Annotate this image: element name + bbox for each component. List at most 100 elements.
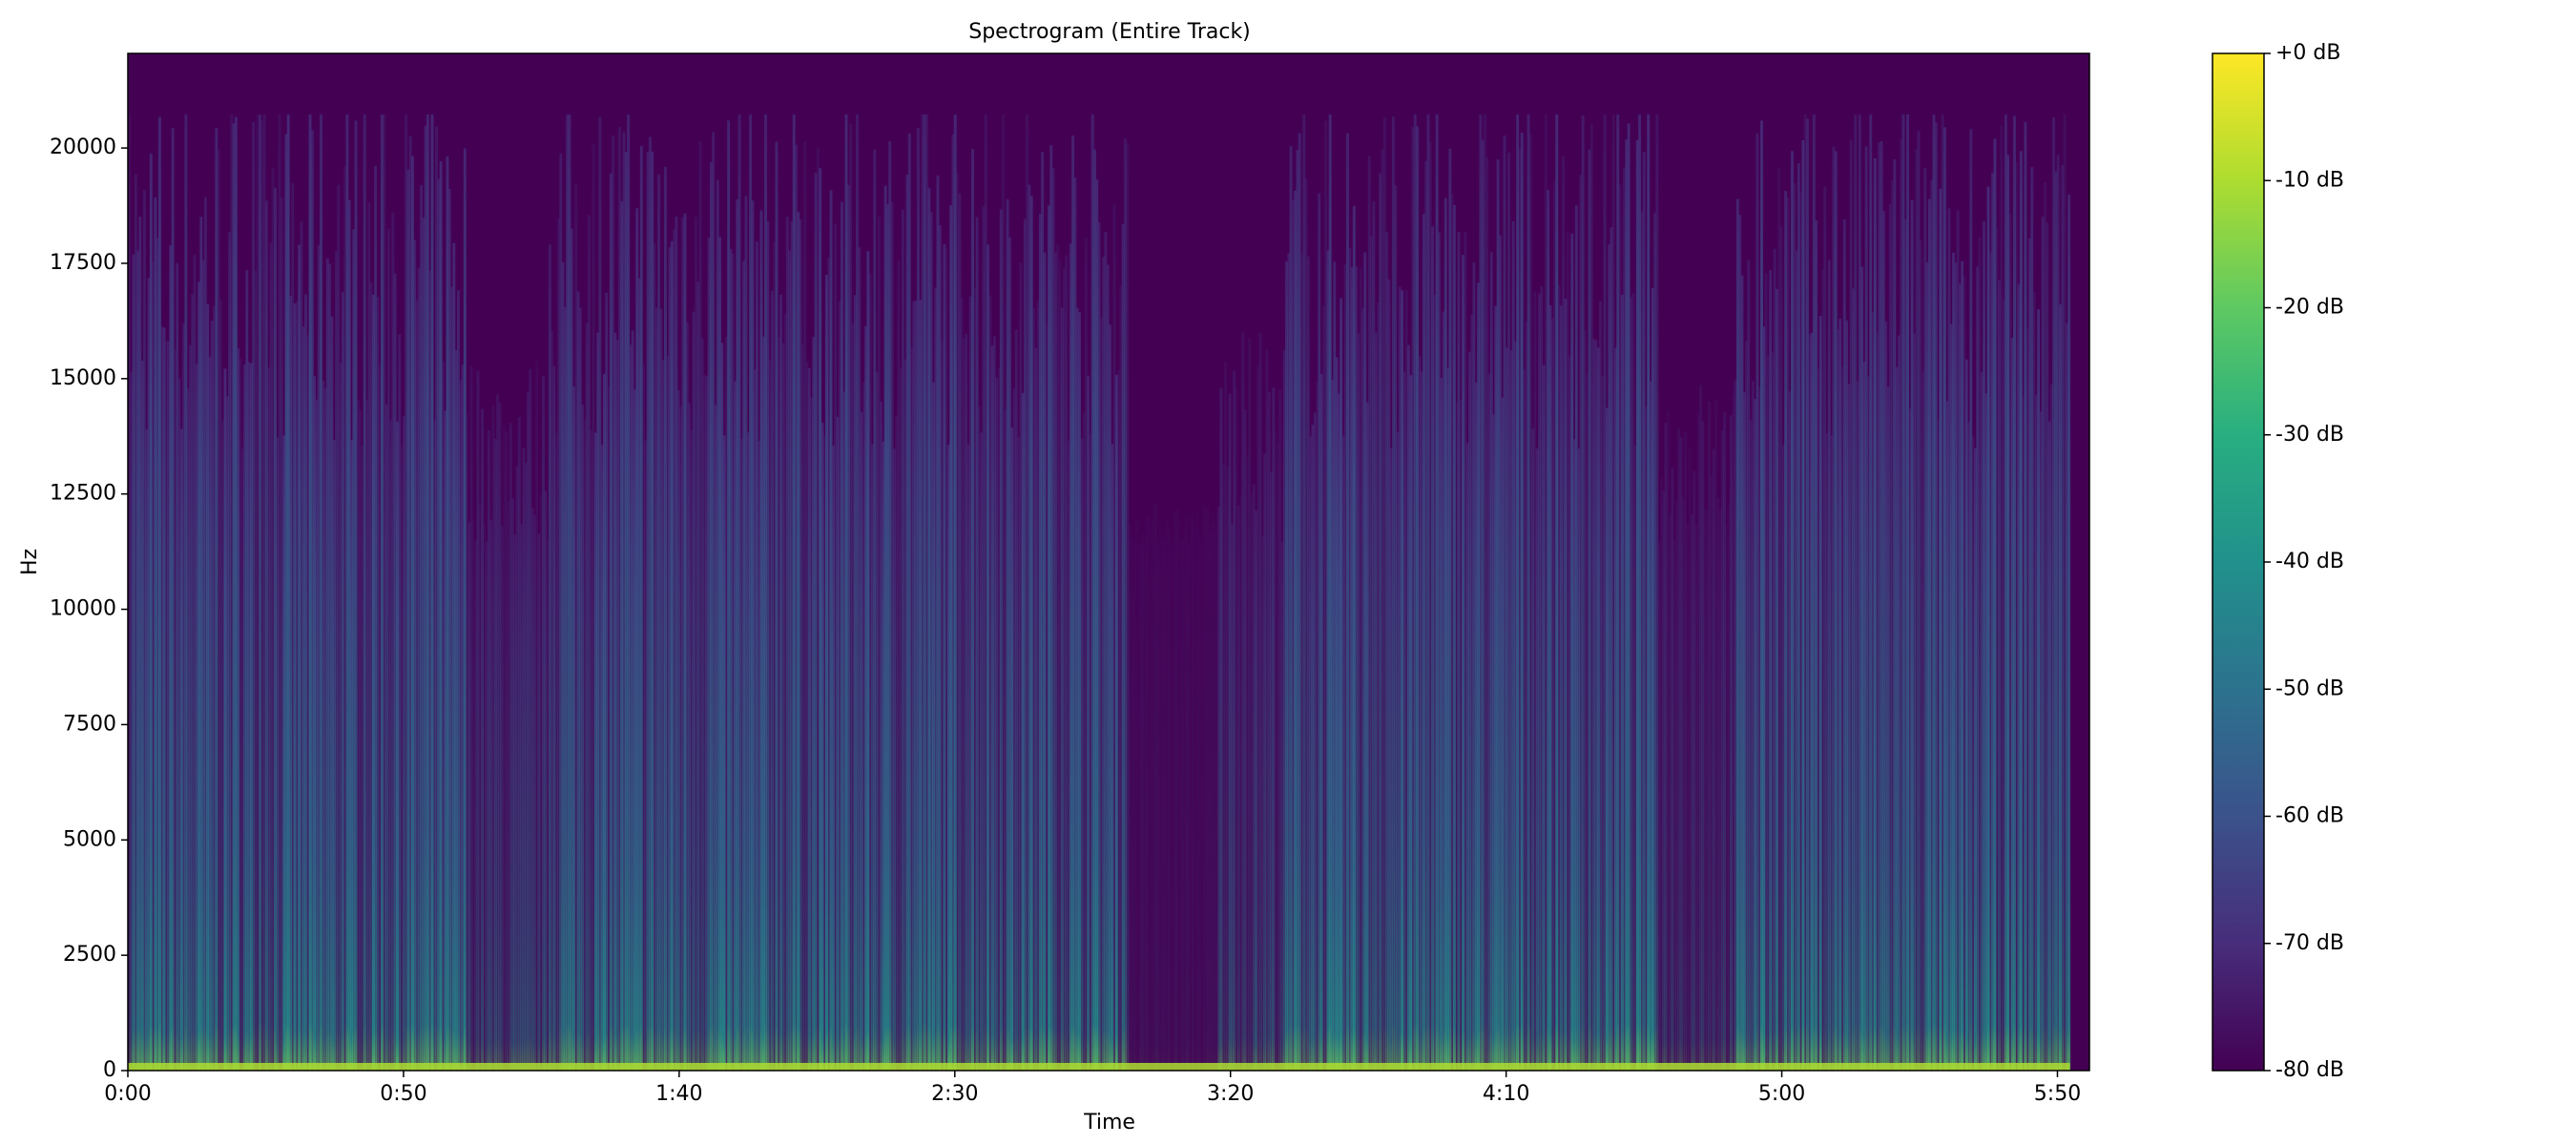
spectrogram-column — [317, 245, 321, 1071]
spectrogram-column — [1270, 471, 1273, 1071]
spectrogram-column — [228, 232, 231, 1071]
spectrogram-column — [1058, 260, 1062, 1071]
spectrogram-column — [775, 141, 779, 1072]
spectrogram-column — [714, 405, 717, 1071]
spectrogram-column — [1340, 298, 1343, 1071]
spectrogram-column — [2030, 166, 2034, 1071]
spectrogram-column — [648, 136, 652, 1071]
spectrogram-column — [1581, 114, 1585, 1071]
spectrogram-column — [156, 238, 159, 1071]
spectrogram-column — [570, 228, 573, 1071]
spectrogram-column — [1631, 293, 1635, 1072]
spectrogram-column — [1949, 323, 1953, 1072]
spectrogram-column — [1871, 311, 1875, 1071]
spectrogram-column — [962, 338, 966, 1071]
spectrogram-column — [739, 438, 743, 1072]
spectrogram-column — [576, 291, 580, 1071]
spectrogram-column — [1657, 542, 1661, 1071]
spectrogram-column — [1513, 341, 1517, 1072]
spectrogram-column — [1786, 197, 1790, 1071]
spectrogram-column — [415, 300, 419, 1071]
spectrogram-column — [805, 361, 809, 1072]
spectrogram-column — [563, 306, 567, 1071]
spectrogram-column — [1051, 168, 1055, 1072]
spectrogram-column — [463, 148, 467, 1071]
spectrogram-column — [1588, 149, 1591, 1071]
spectrogram-column — [1659, 477, 1663, 1071]
spectrogram-column — [1799, 192, 1803, 1071]
spectrogram-column — [1888, 203, 1892, 1071]
spectrogram-column — [1291, 199, 1295, 1071]
spectrogram-column — [391, 212, 395, 1071]
spectrogram-column — [799, 219, 802, 1071]
spectrogram-column — [792, 114, 796, 1071]
spectrogram-column — [727, 120, 731, 1071]
spectrogram-column — [578, 307, 582, 1071]
spectrogram-column — [138, 216, 142, 1072]
spectrogram-column — [1437, 232, 1441, 1072]
spectrogram-column — [264, 200, 268, 1071]
spectrogram-column — [1109, 324, 1111, 1071]
spectrogram-column — [1381, 149, 1384, 1071]
spectrogram-column — [378, 364, 382, 1071]
spectrogram-column — [1465, 443, 1469, 1072]
spectrogram-column — [1359, 268, 1362, 1071]
spectrogram-column — [274, 187, 277, 1072]
spectrogram-column — [764, 114, 767, 1071]
x-tick-label: 4:10 — [1483, 1082, 1529, 1106]
spectrogram-column — [193, 254, 197, 1071]
spectrogram-column — [1854, 114, 1858, 1071]
spectrogram-column — [987, 244, 989, 1071]
spectrogram-column — [1097, 222, 1101, 1072]
spectrogram-column — [389, 420, 393, 1071]
spectrogram-column — [795, 144, 798, 1072]
spectrogram-column — [1363, 252, 1367, 1071]
spectrogram-column — [1302, 114, 1306, 1071]
spectrogram-column — [1693, 470, 1696, 1071]
spectrogram-column — [1712, 448, 1715, 1071]
spectrogram-column — [1757, 386, 1761, 1071]
spectrogram-column — [136, 250, 140, 1071]
spectrogram-column — [2049, 384, 2053, 1071]
spectrogram-column — [1175, 509, 1179, 1071]
spectrogram-column — [544, 490, 548, 1071]
spectrogram-column — [971, 149, 974, 1071]
spectrogram-column — [2037, 309, 2041, 1071]
spectrogram-column — [572, 386, 575, 1071]
spectrogram-column — [1720, 430, 1724, 1072]
spectrogram-column — [1141, 533, 1145, 1071]
spectrogram-column — [1640, 211, 1644, 1071]
spectrogram-column — [1182, 529, 1186, 1071]
spectrogram-column — [1367, 156, 1371, 1072]
spectrogram-column — [511, 498, 514, 1071]
spectrogram-column — [1167, 529, 1171, 1071]
spectrogram-column — [1280, 541, 1284, 1071]
spectrogram-column — [1647, 114, 1651, 1071]
spectrogram-column — [132, 254, 135, 1071]
spectrogram-column — [904, 359, 907, 1071]
spectrogram-column — [999, 209, 1003, 1071]
spectrogram-column — [441, 362, 445, 1071]
spectrogram-column — [1382, 116, 1386, 1071]
spectrogram-column — [724, 336, 728, 1071]
spectrogram-column — [788, 250, 792, 1072]
spectrogram-column — [1391, 116, 1395, 1071]
spectrogram-column — [862, 382, 865, 1071]
spectrogram-column — [1958, 283, 1962, 1071]
spectrogram-column — [755, 241, 758, 1072]
spectrogram-column — [1197, 532, 1201, 1071]
spectrogram-column — [289, 295, 292, 1071]
spectrogram-column — [1908, 408, 1912, 1071]
spectrogram-column — [1586, 372, 1589, 1071]
spectrogram-column — [1735, 198, 1739, 1072]
spectrogram-column — [393, 273, 397, 1072]
spectrogram-column — [1620, 295, 1624, 1071]
spectrogram-column — [529, 368, 532, 1072]
spectrogram-column — [1319, 373, 1323, 1071]
spectrogram-column — [1900, 138, 1903, 1071]
spectrogram-column — [466, 412, 468, 1071]
spectrogram-column — [1014, 329, 1018, 1072]
spectrogram-column — [1272, 387, 1276, 1071]
spectrogram-column — [1148, 518, 1152, 1071]
spectrogram-column — [753, 368, 757, 1072]
